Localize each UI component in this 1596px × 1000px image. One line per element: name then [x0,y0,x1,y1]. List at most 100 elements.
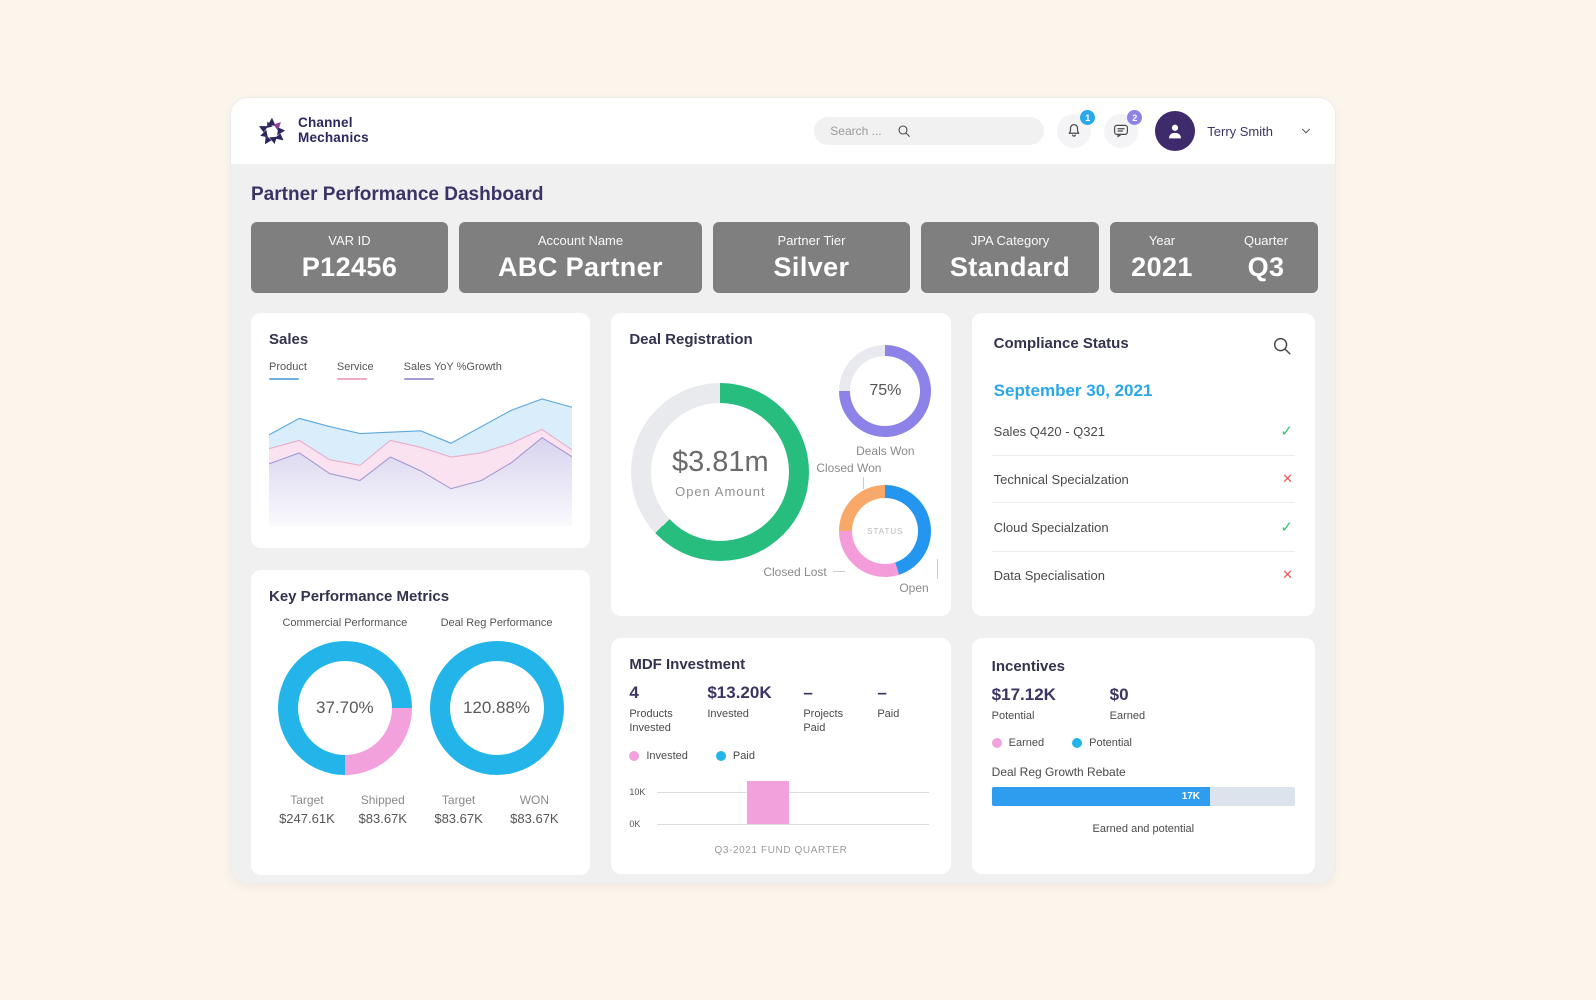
compliance-item: Cloud Specialzation ✓ [991,503,1295,552]
search-icon [898,125,911,137]
info-label: JPA Category [970,232,1050,248]
invested-bar [747,781,790,824]
notifications-button[interactable]: 1 [1057,110,1096,148]
person-icon [1169,124,1182,139]
rebate-progress-bar: 17K [991,787,1295,807]
chat-icon [1114,124,1129,138]
info-label: VAR ID [328,232,371,248]
deals-won-value: 75% [869,382,902,399]
compliance-search-icon[interactable] [1271,335,1293,357]
gridline [657,791,929,793]
legend-paid: Paid [715,750,755,762]
mdf-stat-paid: – Paid [877,683,900,720]
mdf-legend: Invested Paid [629,750,932,762]
donut-center-value: 120.88% [462,698,531,717]
tab-label: Service [336,361,374,373]
user-name[interactable]: Terry Smith [1207,123,1273,139]
info-value: Q3 [1247,251,1285,282]
tab-product[interactable]: Product [269,361,307,380]
open-amount-value: $3.81m [671,445,769,478]
compliance-item-label: Sales Q420 - Q321 [993,423,1105,439]
info-value: Standard [949,251,1071,282]
kpm-stat-shipped: Shipped $83.67K [358,793,407,826]
cross-icon: ✕ [1282,567,1293,582]
compliance-date: September 30, 2021 [993,381,1153,400]
legend-dot [991,738,1002,749]
leader-line [833,571,846,572]
leader-line [863,477,865,489]
open-label: Open [899,581,929,595]
key-performance-metrics-card: Key Performance Metrics Commercial Perfo… [251,570,591,875]
mdf-stat-invested: $13.20K Invested [707,683,772,720]
mdf-bar-chart: 10K 0K [629,774,932,836]
deal-registration-title: Deal Registration [629,331,753,348]
info-card-partner-tier: Partner Tier Silver [713,222,910,293]
commercial-performance-donut: 37.70% [277,641,412,775]
donut-center-value: 37.70% [315,698,374,717]
tab-label: Sales YoY %Growth [403,361,502,373]
bell-icon [1068,124,1080,137]
deal-reg-performance-donut: 120.88% [429,641,564,775]
commercial-performance-label: Commercial Performance [282,617,408,629]
info-label: Partner Tier [777,232,846,248]
messages-button[interactable]: 2 [1104,110,1143,148]
info-value: 2021 [1131,251,1193,282]
info-label: Year [1148,232,1176,248]
compliance-item: Technical Specialzation ✕ [991,456,1295,503]
mdf-stat-projects-paid: – Projects Paid [803,683,844,735]
info-card-year-quarter: Year 2021 Quarter Q3 [1110,222,1318,293]
user-menu-chevron[interactable] [1299,124,1313,138]
partner-info-row: VAR ID P12456 Account Name ABC Partner P… [251,222,1318,293]
brand-logo: Channel Mechanics [253,112,369,150]
dashboard-content: Partner Performance Dashboard VAR ID P12… [231,164,1335,883]
info-value: ABC Partner [498,251,663,282]
tab-service[interactable]: Service [336,361,374,380]
legend-potential: Potential [1072,737,1132,749]
sales-title: Sales [269,331,309,348]
tab-sales-yoy-growth[interactable]: Sales YoY %Growth [403,361,502,380]
info-label: Account Name [537,232,624,248]
search-input[interactable] [830,124,897,138]
tab-underline [336,378,367,380]
legend-dot [1072,738,1083,749]
kpm-stat-won: WON $83.67K [510,793,559,826]
deal-reg-performance-label: Deal Reg Performance [440,617,553,629]
closed-lost-label: Closed Lost [763,565,827,579]
incentives-stat-earned: $0 Earned [1109,685,1146,722]
mdf-stat-products-invested: 4 Products Invested [629,683,673,735]
legend-dot [715,750,726,761]
open-amount-caption: Open Amount [675,483,766,499]
sales-card: Sales Product Service Sales YoY %Growth [251,313,591,548]
compliance-item-label: Cloud Specialzation [993,519,1109,535]
deals-won-label: Deals Won [856,444,915,458]
chevron-down-icon [1302,128,1310,134]
tab-label: Product [269,361,307,373]
info-card-var-id: VAR ID P12456 [251,222,448,293]
top-bar: Channel Mechanics 1 2 [231,98,1335,164]
info-value: Silver [773,251,850,282]
leader-line [937,559,939,579]
mdf-title: MDF Investment [629,656,746,673]
tab-underline [269,378,299,380]
user-avatar[interactable] [1155,111,1196,151]
compliance-status-card: Compliance Status September 30, 2021 Sal… [971,313,1315,616]
y-tick-10k: 10K [629,786,646,797]
incentives-title: Incentives [991,658,1066,675]
compliance-item: Sales Q420 - Q321 ✓ [991,407,1295,456]
info-value: P12456 [301,251,398,282]
compliance-item-label: Data Specialisation [993,567,1105,583]
rebate-label: Deal Reg Growth Rebate [991,765,1126,780]
cross-icon: ✕ [1282,471,1293,486]
info-label: Quarter [1243,232,1289,248]
deals-won-donut: 75% [839,345,932,437]
check-icon: ✓ [1280,519,1293,536]
compliance-item-label: Technical Specialzation [993,471,1129,487]
gridline [657,823,929,825]
incentives-caption: Earned and potential [1092,823,1195,836]
status-donut: STATUS [839,485,932,577]
closed-won-label: Closed Won [816,461,882,475]
compliance-title: Compliance Status [993,335,1129,352]
status-center-label: STATUS [867,526,904,536]
dashboard-panel: Channel Mechanics 1 2 [230,97,1336,884]
search-bar[interactable] [814,117,1045,145]
